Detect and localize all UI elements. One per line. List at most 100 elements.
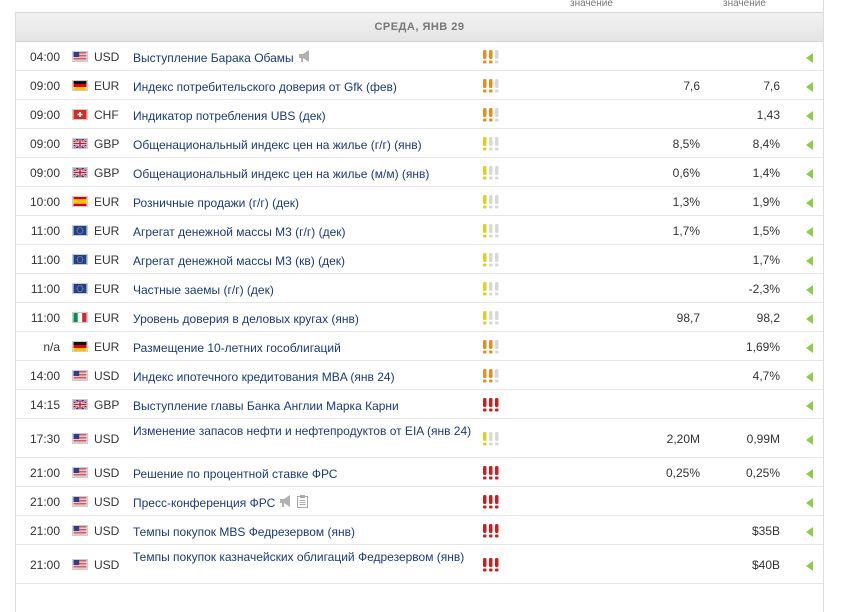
table-row[interactable]: 11:00 EUR Уровень доверия в деловых круг… xyxy=(16,303,823,332)
table-right-border xyxy=(823,0,824,612)
expand-arrow-icon[interactable] xyxy=(806,81,814,92)
expand-arrow-icon[interactable] xyxy=(806,52,814,63)
event-name[interactable]: Индикатор потребления UBS (дек) xyxy=(133,108,478,124)
event-time: 09:00 xyxy=(29,107,60,122)
event-time: n/a xyxy=(43,339,60,354)
event-time: 21:00 xyxy=(29,557,60,572)
table-row[interactable]: 09:00 GBP Общенациональный индекс цен на… xyxy=(16,158,823,187)
event-previous-value: 0,99M xyxy=(746,431,780,446)
event-name-text[interactable]: Частные заемы (г/г) (дек) xyxy=(133,282,274,297)
event-currency: CHF xyxy=(94,107,119,122)
importance-icon xyxy=(482,339,506,355)
event-name-text[interactable]: Общенациональный индекс цен на жилье (м/… xyxy=(133,166,430,181)
event-name-text[interactable]: Выступление Барака Обамы xyxy=(133,50,294,65)
table-row[interactable]: 09:00 GBP Общенациональный индекс цен на… xyxy=(16,129,823,158)
table-row[interactable]: 11:00 EUR Частные заемы (г/г) (дек) -2,3… xyxy=(16,274,823,303)
expand-arrow-icon[interactable] xyxy=(806,110,814,121)
event-actual-value: 0,6% xyxy=(672,165,700,180)
expand-arrow-icon[interactable] xyxy=(806,255,814,266)
table-row[interactable]: 11:00 EUR Агрегат денежной массы М3 (кв)… xyxy=(16,245,823,274)
event-name[interactable]: Выступление Барака Обамы xyxy=(133,50,478,67)
importance-icon xyxy=(482,368,506,384)
speech-icon xyxy=(279,495,293,511)
eu-flag-icon xyxy=(72,225,88,236)
event-name-text[interactable]: Темпы покупок MBS Федрезервом (янв) xyxy=(133,524,356,539)
event-previous-value: 7,6 xyxy=(763,78,780,93)
table-row[interactable]: 21:00 USD Пресс-конференция ФРС xyxy=(16,487,823,516)
document-icon[interactable] xyxy=(297,494,309,512)
event-currency: EUR xyxy=(94,310,120,325)
event-name[interactable]: Уровень доверия в деловых кругах (янв) xyxy=(133,311,478,327)
event-name-text[interactable]: Изменение запасов нефти и нефтепродуктов… xyxy=(133,424,472,438)
event-time: 11:00 xyxy=(30,281,60,296)
event-name-text[interactable]: Индикатор потребления UBS (дек) xyxy=(133,108,326,123)
importance-icon xyxy=(482,252,506,268)
event-name[interactable]: Агрегат денежной массы М3 (г/г) (дек) xyxy=(133,224,478,240)
event-name[interactable]: Темпы покупок казначейских облигаций Фед… xyxy=(133,549,478,565)
event-name[interactable]: Индекс потребительского доверия от Gfk (… xyxy=(133,79,478,95)
table-row[interactable]: 21:00 USD Решение по процентной ставке Ф… xyxy=(16,458,823,487)
event-name[interactable]: Решение по процентной ставке ФРС xyxy=(133,466,478,482)
expand-arrow-icon[interactable] xyxy=(806,468,814,479)
us-flag-icon xyxy=(72,559,88,570)
event-name[interactable]: Розничные продажи (г/г) (дек) xyxy=(133,195,478,211)
importance-icon xyxy=(482,223,506,239)
event-previous-value: 98,2 xyxy=(756,310,780,325)
us-flag-icon xyxy=(72,433,88,444)
event-name-text[interactable]: Выступление главы Банка Англии Марка Кар… xyxy=(133,398,399,413)
event-name[interactable]: Выступление главы Банка Англии Марка Кар… xyxy=(133,398,478,414)
expand-arrow-icon[interactable] xyxy=(806,226,814,237)
table-row[interactable]: 17:30 USD Изменение запасов нефти и нефт… xyxy=(16,419,823,458)
table-row[interactable]: 14:15 GBP Выступление главы Банка Англии… xyxy=(16,390,823,419)
event-name-text[interactable]: Темпы покупок казначейских облигаций Фед… xyxy=(133,550,465,564)
event-name-text[interactable]: Розничные продажи (г/г) (дек) xyxy=(133,195,300,210)
us-flag-icon xyxy=(72,496,88,507)
table-row[interactable]: 09:00 CHF Индикатор потребления UBS (дек… xyxy=(16,100,823,129)
event-name-text[interactable]: Агрегат денежной массы М3 (г/г) (дек) xyxy=(133,224,346,239)
expand-arrow-icon[interactable] xyxy=(806,197,814,208)
event-name[interactable]: Индекс ипотечного кредитования MBA (янв … xyxy=(133,369,478,385)
us-flag-icon xyxy=(72,525,88,536)
table-row[interactable]: n/a EUR Размещение 10-летних гособлигаци… xyxy=(16,332,823,361)
expand-arrow-icon[interactable] xyxy=(806,313,814,324)
event-name[interactable]: Размещение 10-летних гособлигаций xyxy=(133,340,478,356)
event-name[interactable]: Темпы покупок MBS Федрезервом (янв) xyxy=(133,524,478,540)
event-name-text[interactable]: Индекс потребительского доверия от Gfk (… xyxy=(133,79,397,94)
event-name[interactable]: Частные заемы (г/г) (дек) xyxy=(133,282,478,298)
expand-arrow-icon[interactable] xyxy=(806,342,814,353)
expand-arrow-icon[interactable] xyxy=(806,526,814,537)
event-time: 09:00 xyxy=(29,165,60,180)
event-name[interactable]: Пресс-конференция ФРС xyxy=(133,494,478,512)
event-name[interactable]: Изменение запасов нефти и нефтепродуктов… xyxy=(133,423,478,439)
expand-arrow-icon[interactable] xyxy=(806,400,814,411)
table-row[interactable]: 11:00 EUR Агрегат денежной массы М3 (г/г… xyxy=(16,216,823,245)
expand-arrow-icon[interactable] xyxy=(806,284,814,295)
event-name[interactable]: Общенациональный индекс цен на жилье (г/… xyxy=(133,137,478,153)
event-previous-value: 0,25% xyxy=(745,465,780,480)
event-name-text[interactable]: Агрегат денежной массы М3 (кв) (дек) xyxy=(133,253,346,268)
table-row[interactable]: 21:00 USD Темпы покупок казначейских обл… xyxy=(16,545,823,584)
table-row[interactable]: 04:00 USD Выступление Барака Обамы xyxy=(16,42,823,71)
expand-arrow-icon[interactable] xyxy=(806,497,814,508)
event-name-text[interactable]: Индекс ипотечного кредитования MBA (янв … xyxy=(133,369,395,384)
expand-arrow-icon[interactable] xyxy=(806,560,814,571)
expand-arrow-icon[interactable] xyxy=(806,139,814,150)
event-name-text[interactable]: Решение по процентной ставке ФРС xyxy=(133,466,338,481)
table-row[interactable]: 10:00 EUR Розничные продажи (г/г) (дек) … xyxy=(16,187,823,216)
table-row[interactable]: 09:00 EUR Индекс потребительского довери… xyxy=(16,71,823,100)
event-name[interactable]: Общенациональный индекс цен на жилье (м/… xyxy=(133,166,478,182)
table-row[interactable]: 14:00 USD Индекс ипотечного кредитования… xyxy=(16,361,823,390)
event-name-text[interactable]: Уровень доверия в деловых кругах (янв) xyxy=(133,311,359,326)
table-row[interactable]: 21:00 USD Темпы покупок MBS Федрезервом … xyxy=(16,516,823,545)
expand-arrow-icon[interactable] xyxy=(806,168,814,179)
event-name-text[interactable]: Общенациональный индекс цен на жилье (г/… xyxy=(133,137,422,152)
expand-arrow-icon[interactable] xyxy=(806,434,814,445)
expand-arrow-icon[interactable] xyxy=(806,371,814,382)
event-previous-value: 1,7% xyxy=(752,252,780,267)
event-actual-value: 0,25% xyxy=(665,465,700,480)
eu-flag-icon xyxy=(72,254,88,265)
event-name-text[interactable]: Размещение 10-летних гособлигаций xyxy=(133,340,341,355)
event-name-text[interactable]: Пресс-конференция ФРС xyxy=(133,495,276,510)
gb-flag-icon xyxy=(72,138,88,149)
event-name[interactable]: Агрегат денежной массы М3 (кв) (дек) xyxy=(133,253,478,269)
